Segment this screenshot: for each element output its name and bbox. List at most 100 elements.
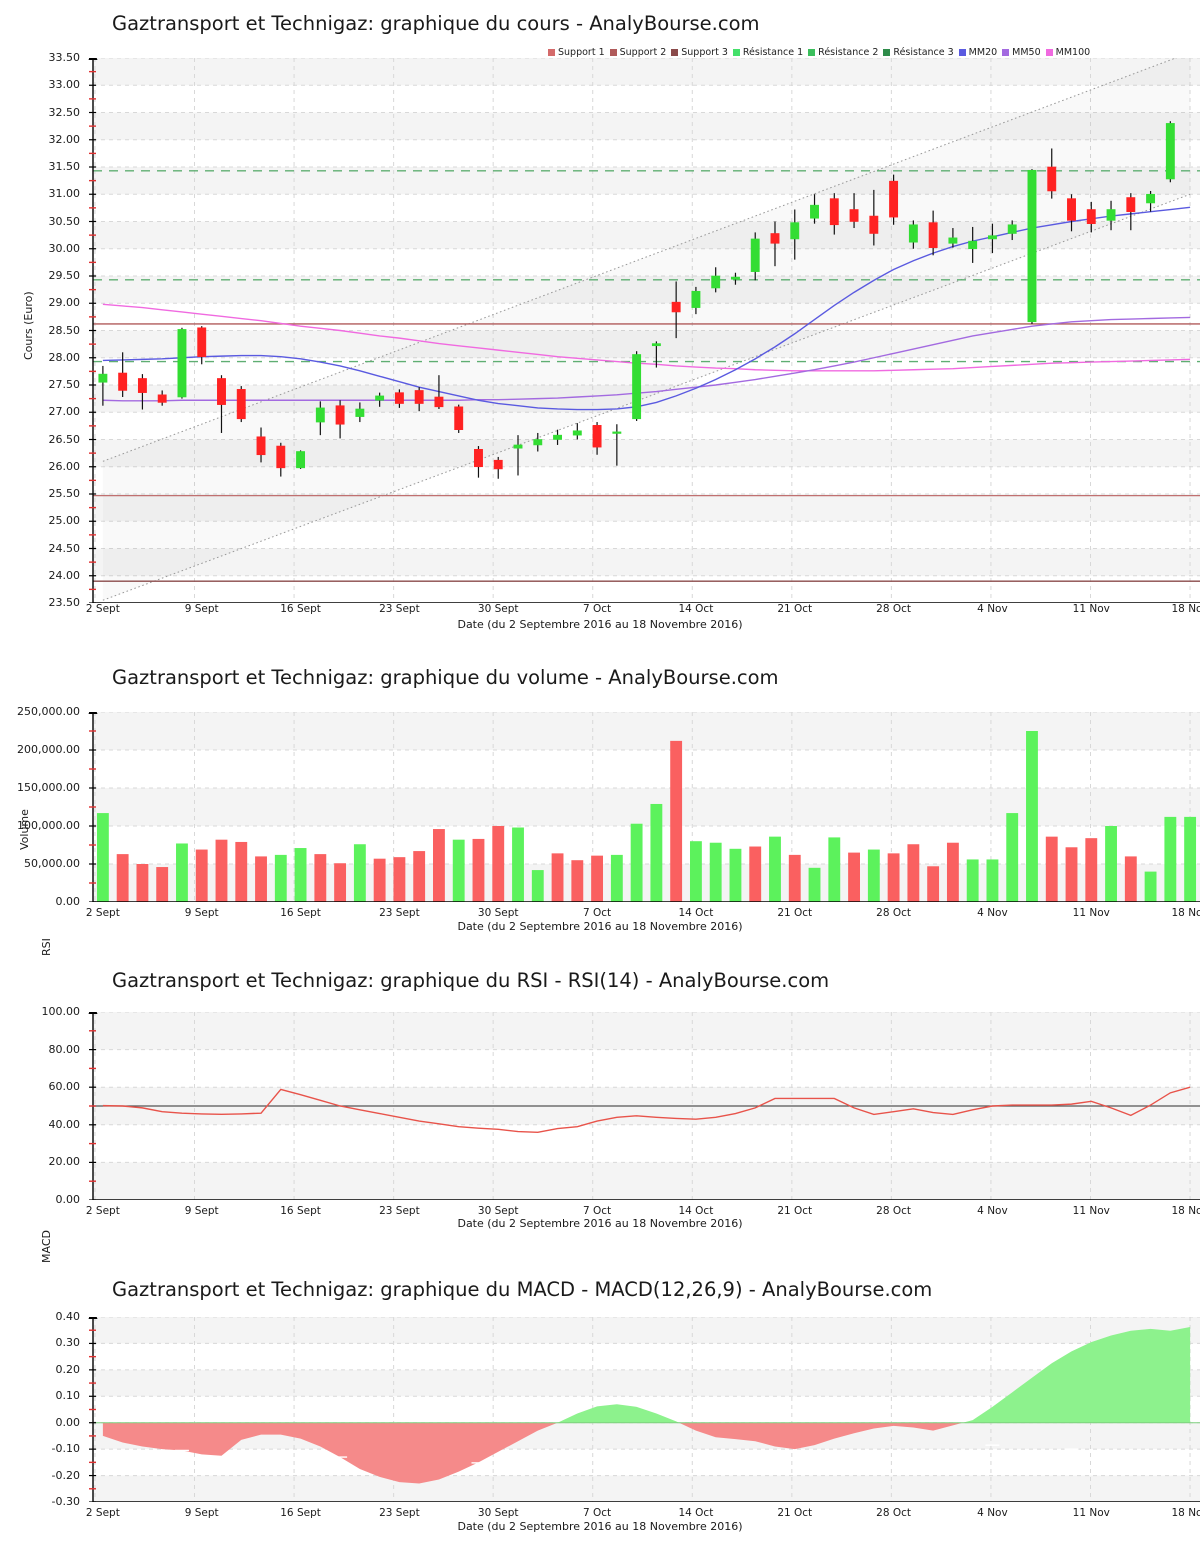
x-axis-tick: 16 Sept	[280, 907, 321, 919]
y-axis-tick: 23.50	[48, 596, 81, 609]
x-axis-tick: 11 Nov	[1072, 907, 1110, 919]
y-axis-tick: 100,000.00	[17, 819, 80, 832]
rsi-line	[102, 1086, 1191, 1134]
x-axis-tick: 14 Oct	[678, 1507, 714, 1519]
y-axis-tick: 26.00	[48, 459, 81, 473]
x-axis-tick: 28 Oct	[876, 1205, 912, 1217]
candle-body	[315, 407, 325, 423]
volume-bar	[848, 852, 860, 902]
legend-label: Support 3	[681, 47, 728, 58]
volume-bar	[630, 823, 643, 902]
candle-body	[592, 425, 602, 448]
y-axis-tick: 0.30	[55, 1336, 81, 1350]
legend-label: Résistance 1	[742, 47, 804, 58]
y-axis-tick: -0.10	[51, 1442, 80, 1456]
y-axis-tick: 0.00	[55, 895, 81, 908]
volume-bar	[215, 839, 228, 902]
legend-item-6: MM20	[958, 47, 997, 58]
candle-body	[869, 215, 879, 234]
volume-bar	[828, 837, 841, 902]
candle-body	[770, 233, 780, 244]
volume-bar	[176, 843, 188, 902]
x-axis-tick: 16 Sept	[280, 1205, 321, 1217]
candle-body	[197, 327, 207, 357]
candle-body	[987, 235, 997, 240]
volume-bar	[531, 870, 544, 902]
legend-item-8: MM100	[1045, 47, 1090, 58]
x-axis-tick: 16 Sept	[280, 603, 321, 615]
candle-body	[731, 276, 740, 280]
y-axis-tick: 33.00	[48, 78, 81, 92]
y-axis-tick: 0.00	[55, 1193, 81, 1206]
volume-bar	[709, 842, 722, 902]
volume-bar	[96, 813, 109, 902]
candle-body	[612, 431, 622, 434]
candle-body	[118, 372, 128, 391]
x-axis-tick: 11 Nov	[1072, 603, 1110, 615]
volume-bar	[689, 841, 702, 902]
y-axis-tick: 150,000.00	[17, 781, 80, 794]
legend-label: Résistance 3	[893, 47, 954, 58]
candle-body	[137, 378, 147, 393]
y-axis-tick: 29.50	[48, 269, 81, 282]
volume-bar	[887, 853, 900, 902]
y-axis-tick: 27.00	[48, 405, 81, 419]
x-axis-tick: 4 Nov	[977, 603, 1008, 615]
y-axis-tick: 31.00	[48, 187, 81, 201]
macd-chart-plot	[88, 1317, 1200, 1502]
volume-bar	[116, 854, 129, 902]
rsi-chart-panel: Gaztransport et Technigaz: graphique du …	[0, 938, 1200, 1255]
macd-y-axis-label: MACD	[40, 1230, 53, 1263]
volume-bar	[1144, 871, 1157, 902]
y-axis-tick: 25.00	[48, 514, 81, 528]
volume-bar	[729, 848, 742, 902]
candle-body	[1067, 198, 1076, 221]
volume-bar	[353, 844, 366, 902]
x-axis-tick: 11 Nov	[1072, 1507, 1110, 1519]
legend-swatch-icon	[883, 49, 891, 56]
candle-body	[1007, 224, 1017, 234]
macd-negative-area	[102, 1422, 963, 1484]
y-axis-tick: 27.50	[48, 378, 81, 391]
legend-item-3: Résistance 1	[732, 47, 804, 58]
candle-body	[513, 444, 523, 449]
price-chart-title: Gaztransport et Technigaz: graphique du …	[112, 12, 760, 35]
candle-body	[790, 222, 800, 240]
candle-body	[750, 238, 760, 272]
candle-body	[572, 430, 582, 436]
candle-body	[236, 389, 246, 420]
y-axis-tick: 0.10	[55, 1389, 81, 1403]
x-axis-tick: 7 Oct	[582, 1205, 612, 1217]
legend-swatch-icon	[732, 49, 740, 56]
x-axis-tick: 21 Oct	[777, 1507, 813, 1519]
x-axis-tick: 21 Oct	[777, 603, 813, 615]
candle-body	[1106, 209, 1116, 221]
candle-body	[355, 408, 365, 417]
volume-bar	[966, 859, 979, 902]
y-axis-tick: 60.00	[48, 1080, 81, 1094]
rsi-chart-plot	[88, 1012, 1200, 1200]
y-axis-tick: 28.50	[48, 323, 81, 337]
volume-bar	[867, 849, 880, 902]
macd-chart-panel: Gaztransport et Technigaz: graphique du …	[0, 1230, 1200, 1550]
y-axis-tick: 26.50	[48, 432, 81, 446]
rsi-x-axis-label: Date (du 2 Septembre 2016 au 18 Novembre…	[457, 1217, 743, 1230]
volume-bar	[551, 853, 564, 902]
macd-positive-area	[102, 1327, 1191, 1423]
x-axis-tick: 21 Oct	[777, 1205, 813, 1217]
candle-body	[1165, 123, 1175, 180]
legend-item-4: Résistance 2	[808, 47, 878, 58]
x-axis-tick: 28 Oct	[876, 907, 912, 919]
x-axis-tick: 14 Oct	[678, 1205, 714, 1217]
x-axis-tick: 14 Oct	[678, 907, 714, 919]
x-axis-tick: 18 Nov	[1171, 1205, 1200, 1217]
y-axis-tick: -0.20	[51, 1468, 80, 1482]
candle-body	[533, 439, 543, 446]
volume-bar	[1065, 847, 1078, 902]
x-axis-tick: 30 Sept	[477, 1507, 519, 1519]
volume-bar	[591, 855, 604, 902]
volume-bar	[670, 740, 683, 902]
legend-swatch-icon	[671, 49, 679, 56]
volume-bar	[314, 854, 327, 902]
x-axis-tick: 18 Nov	[1171, 1507, 1200, 1519]
